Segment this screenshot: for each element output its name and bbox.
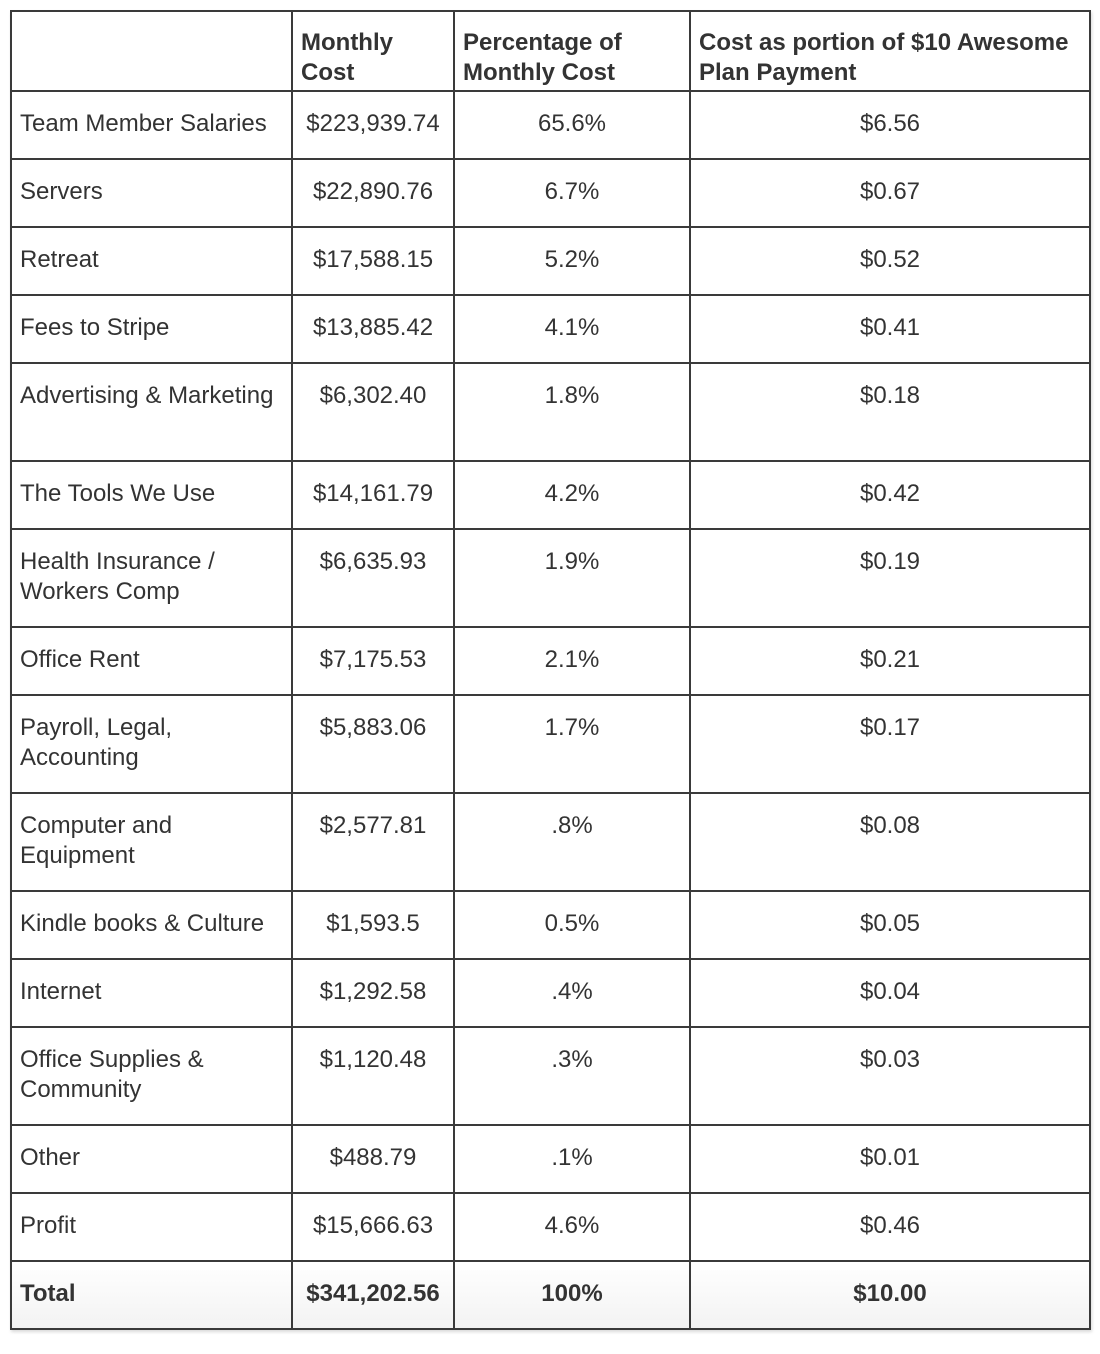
row-category: Office Rent — [10, 626, 293, 696]
row-category: Servers — [10, 158, 293, 228]
row-percentage: 6.7% — [453, 158, 691, 228]
header-monthly-cost: Monthly Cost — [291, 10, 455, 92]
row-percentage: .8% — [453, 792, 691, 892]
row-percentage: 4.1% — [453, 294, 691, 364]
row-category: Advertising & Marketing — [10, 362, 293, 462]
header-percentage: Percentage of Monthly Cost — [453, 10, 691, 92]
row-percentage: 1.7% — [453, 694, 691, 794]
row-portion: $0.05 — [689, 890, 1091, 960]
row-portion: $0.08 — [689, 792, 1091, 892]
total-monthly-cost: $341,202.56 — [291, 1260, 455, 1330]
row-percentage: .4% — [453, 958, 691, 1028]
row-monthly-cost: $6,635.93 — [291, 528, 455, 628]
total-portion: $10.00 — [689, 1260, 1091, 1330]
row-portion: $0.17 — [689, 694, 1091, 794]
table-row: Office Rent $7,175.53 2.1% $0.21 — [10, 626, 1091, 696]
row-monthly-cost: $488.79 — [291, 1124, 455, 1194]
table-row: Kindle books & Culture $1,593.5 0.5% $0.… — [10, 890, 1091, 960]
row-portion: $0.04 — [689, 958, 1091, 1028]
row-percentage: 2.1% — [453, 626, 691, 696]
header-category — [10, 10, 293, 92]
table-row: The Tools We Use $14,161.79 4.2% $0.42 — [10, 460, 1091, 530]
row-category: Other — [10, 1124, 293, 1194]
row-percentage: .1% — [453, 1124, 691, 1194]
table-row: Other $488.79 .1% $0.01 — [10, 1124, 1091, 1194]
row-percentage: .3% — [453, 1026, 691, 1126]
cost-breakdown-table: Monthly Cost Percentage of Monthly Cost … — [10, 10, 1091, 1330]
row-category: Health Insurance / Workers Comp — [10, 528, 293, 628]
row-monthly-cost: $1,292.58 — [291, 958, 455, 1028]
row-portion: $0.67 — [689, 158, 1091, 228]
row-monthly-cost: $7,175.53 — [291, 626, 455, 696]
row-portion: $6.56 — [689, 90, 1091, 160]
row-percentage: 5.2% — [453, 226, 691, 296]
table-row: Computer and Equipment $2,577.81 .8% $0.… — [10, 792, 1091, 892]
row-percentage: 4.2% — [453, 460, 691, 530]
row-percentage: 1.8% — [453, 362, 691, 462]
total-row: Total $341,202.56 100% $10.00 — [10, 1260, 1091, 1330]
row-monthly-cost: $14,161.79 — [291, 460, 455, 530]
row-category: Internet — [10, 958, 293, 1028]
row-monthly-cost: $223,939.74 — [291, 90, 455, 160]
row-portion: $0.42 — [689, 460, 1091, 530]
row-monthly-cost: $22,890.76 — [291, 158, 455, 228]
row-category: The Tools We Use — [10, 460, 293, 530]
row-monthly-cost: $1,593.5 — [291, 890, 455, 960]
table-row: Advertising & Marketing $6,302.40 1.8% $… — [10, 362, 1091, 462]
total-percentage: 100% — [453, 1260, 691, 1330]
row-portion: $0.41 — [689, 294, 1091, 364]
header-portion: Cost as portion of $10 Awesome Plan Paym… — [689, 10, 1091, 92]
table-row: Servers $22,890.76 6.7% $0.67 — [10, 158, 1091, 228]
row-category: Kindle books & Culture — [10, 890, 293, 960]
table-row: Profit $15,666.63 4.6% $0.46 — [10, 1192, 1091, 1262]
table-row: Internet $1,292.58 .4% $0.04 — [10, 958, 1091, 1028]
row-portion: $0.01 — [689, 1124, 1091, 1194]
row-monthly-cost: $13,885.42 — [291, 294, 455, 364]
total-label: Total — [10, 1260, 293, 1330]
row-category: Retreat — [10, 226, 293, 296]
row-monthly-cost: $5,883.06 — [291, 694, 455, 794]
row-category: Payroll, Legal, Accounting — [10, 694, 293, 794]
table-row: Payroll, Legal, Accounting $5,883.06 1.7… — [10, 694, 1091, 794]
table-row: Retreat $17,588.15 5.2% $0.52 — [10, 226, 1091, 296]
row-portion: $0.19 — [689, 528, 1091, 628]
row-category: Team Member Salaries — [10, 90, 293, 160]
row-percentage: 4.6% — [453, 1192, 691, 1262]
table-row: Team Member Salaries $223,939.74 65.6% $… — [10, 90, 1091, 160]
table-row: Fees to Stripe $13,885.42 4.1% $0.41 — [10, 294, 1091, 364]
row-percentage: 65.6% — [453, 90, 691, 160]
row-category: Office Supplies & Community — [10, 1026, 293, 1126]
row-percentage: 0.5% — [453, 890, 691, 960]
row-category: Computer and Equipment — [10, 792, 293, 892]
row-monthly-cost: $1,120.48 — [291, 1026, 455, 1126]
row-portion: $0.46 — [689, 1192, 1091, 1262]
header-row: Monthly Cost Percentage of Monthly Cost … — [10, 10, 1091, 92]
row-monthly-cost: $15,666.63 — [291, 1192, 455, 1262]
row-category: Fees to Stripe — [10, 294, 293, 364]
table-header: Monthly Cost Percentage of Monthly Cost … — [10, 10, 1091, 92]
table-row: Health Insurance / Workers Comp $6,635.9… — [10, 528, 1091, 628]
row-category: Profit — [10, 1192, 293, 1262]
row-percentage: 1.9% — [453, 528, 691, 628]
row-monthly-cost: $17,588.15 — [291, 226, 455, 296]
row-portion: $0.52 — [689, 226, 1091, 296]
table-row: Office Supplies & Community $1,120.48 .3… — [10, 1026, 1091, 1126]
row-portion: $0.18 — [689, 362, 1091, 462]
row-portion: $0.21 — [689, 626, 1091, 696]
table-body: Team Member Salaries $223,939.74 65.6% $… — [10, 90, 1091, 1330]
row-portion: $0.03 — [689, 1026, 1091, 1126]
row-monthly-cost: $6,302.40 — [291, 362, 455, 462]
row-monthly-cost: $2,577.81 — [291, 792, 455, 892]
